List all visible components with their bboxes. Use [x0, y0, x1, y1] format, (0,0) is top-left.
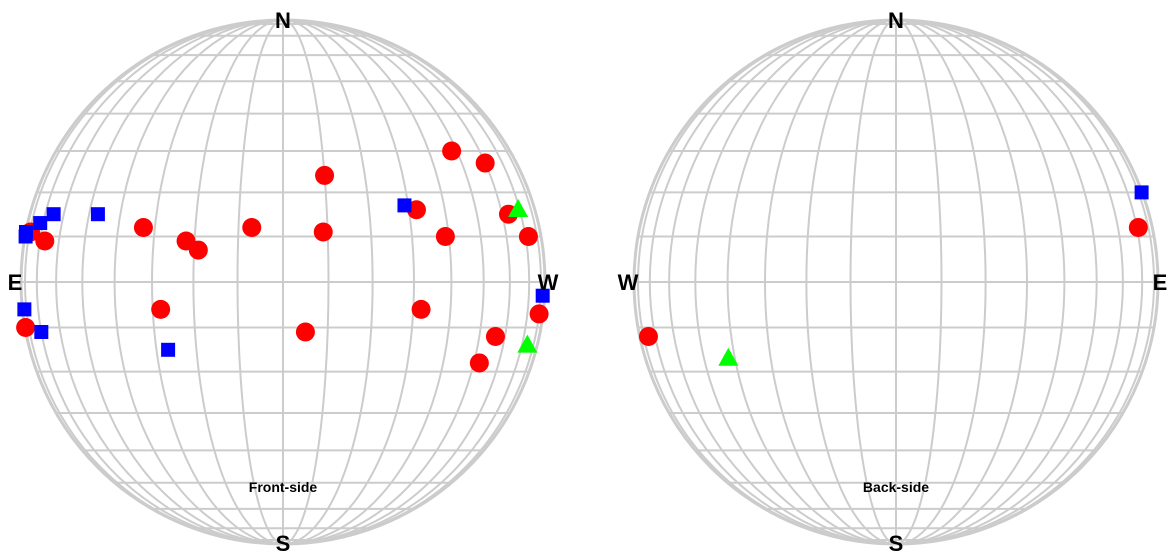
- circle-marker: [35, 231, 55, 251]
- circle-marker: [638, 326, 658, 346]
- circle-marker: [313, 222, 333, 242]
- front-north-label: N: [275, 8, 291, 33]
- triangle-marker: [517, 334, 538, 353]
- front-east-label: E: [8, 270, 23, 295]
- circle-marker: [1128, 218, 1148, 238]
- square-marker: [33, 216, 48, 231]
- circle-marker: [475, 153, 495, 173]
- back-east-label: E: [1153, 270, 1167, 295]
- front-west-label: W: [538, 270, 559, 295]
- front-side-markers: [16, 141, 550, 373]
- circle-marker: [442, 141, 462, 161]
- front-side-label: Front-side: [249, 479, 318, 495]
- circle-marker: [469, 353, 489, 373]
- globe-outline: [19, 18, 547, 546]
- square-marker: [46, 207, 61, 222]
- back-west-label: W: [618, 270, 639, 295]
- circle-marker: [133, 218, 153, 238]
- back-side-markers: [638, 185, 1149, 366]
- triangle-marker: [718, 347, 739, 366]
- triangle-marker: [508, 198, 529, 217]
- front-side-graticule: [19, 18, 547, 546]
- front-south-label: S: [276, 531, 291, 554]
- circle-marker: [529, 304, 549, 324]
- circle-marker: [485, 326, 505, 346]
- circle-marker: [315, 165, 335, 185]
- square-marker: [17, 302, 32, 317]
- back-south-label: S: [889, 531, 904, 554]
- circle-marker: [411, 299, 431, 319]
- back-north-label: N: [888, 8, 904, 33]
- circle-marker: [188, 240, 208, 260]
- circle-marker: [406, 200, 426, 220]
- front-side-globe: N S E W Front-side: [8, 8, 559, 554]
- square-marker: [18, 229, 33, 244]
- square-marker: [1134, 185, 1149, 200]
- square-marker: [535, 288, 550, 303]
- globe-outline: [632, 18, 1160, 546]
- back-side-graticule: [632, 18, 1160, 546]
- circle-marker: [16, 317, 36, 337]
- back-side-globe: N S W E Back-side: [618, 8, 1167, 554]
- circle-marker: [151, 299, 171, 319]
- circle-marker: [242, 218, 262, 238]
- back-side-label: Back-side: [863, 479, 929, 495]
- circle-marker: [435, 227, 455, 247]
- circle-marker: [295, 322, 315, 342]
- square-marker: [90, 207, 105, 222]
- square-marker: [161, 342, 176, 357]
- square-marker: [34, 324, 49, 339]
- square-marker: [397, 198, 412, 213]
- circle-marker: [518, 227, 538, 247]
